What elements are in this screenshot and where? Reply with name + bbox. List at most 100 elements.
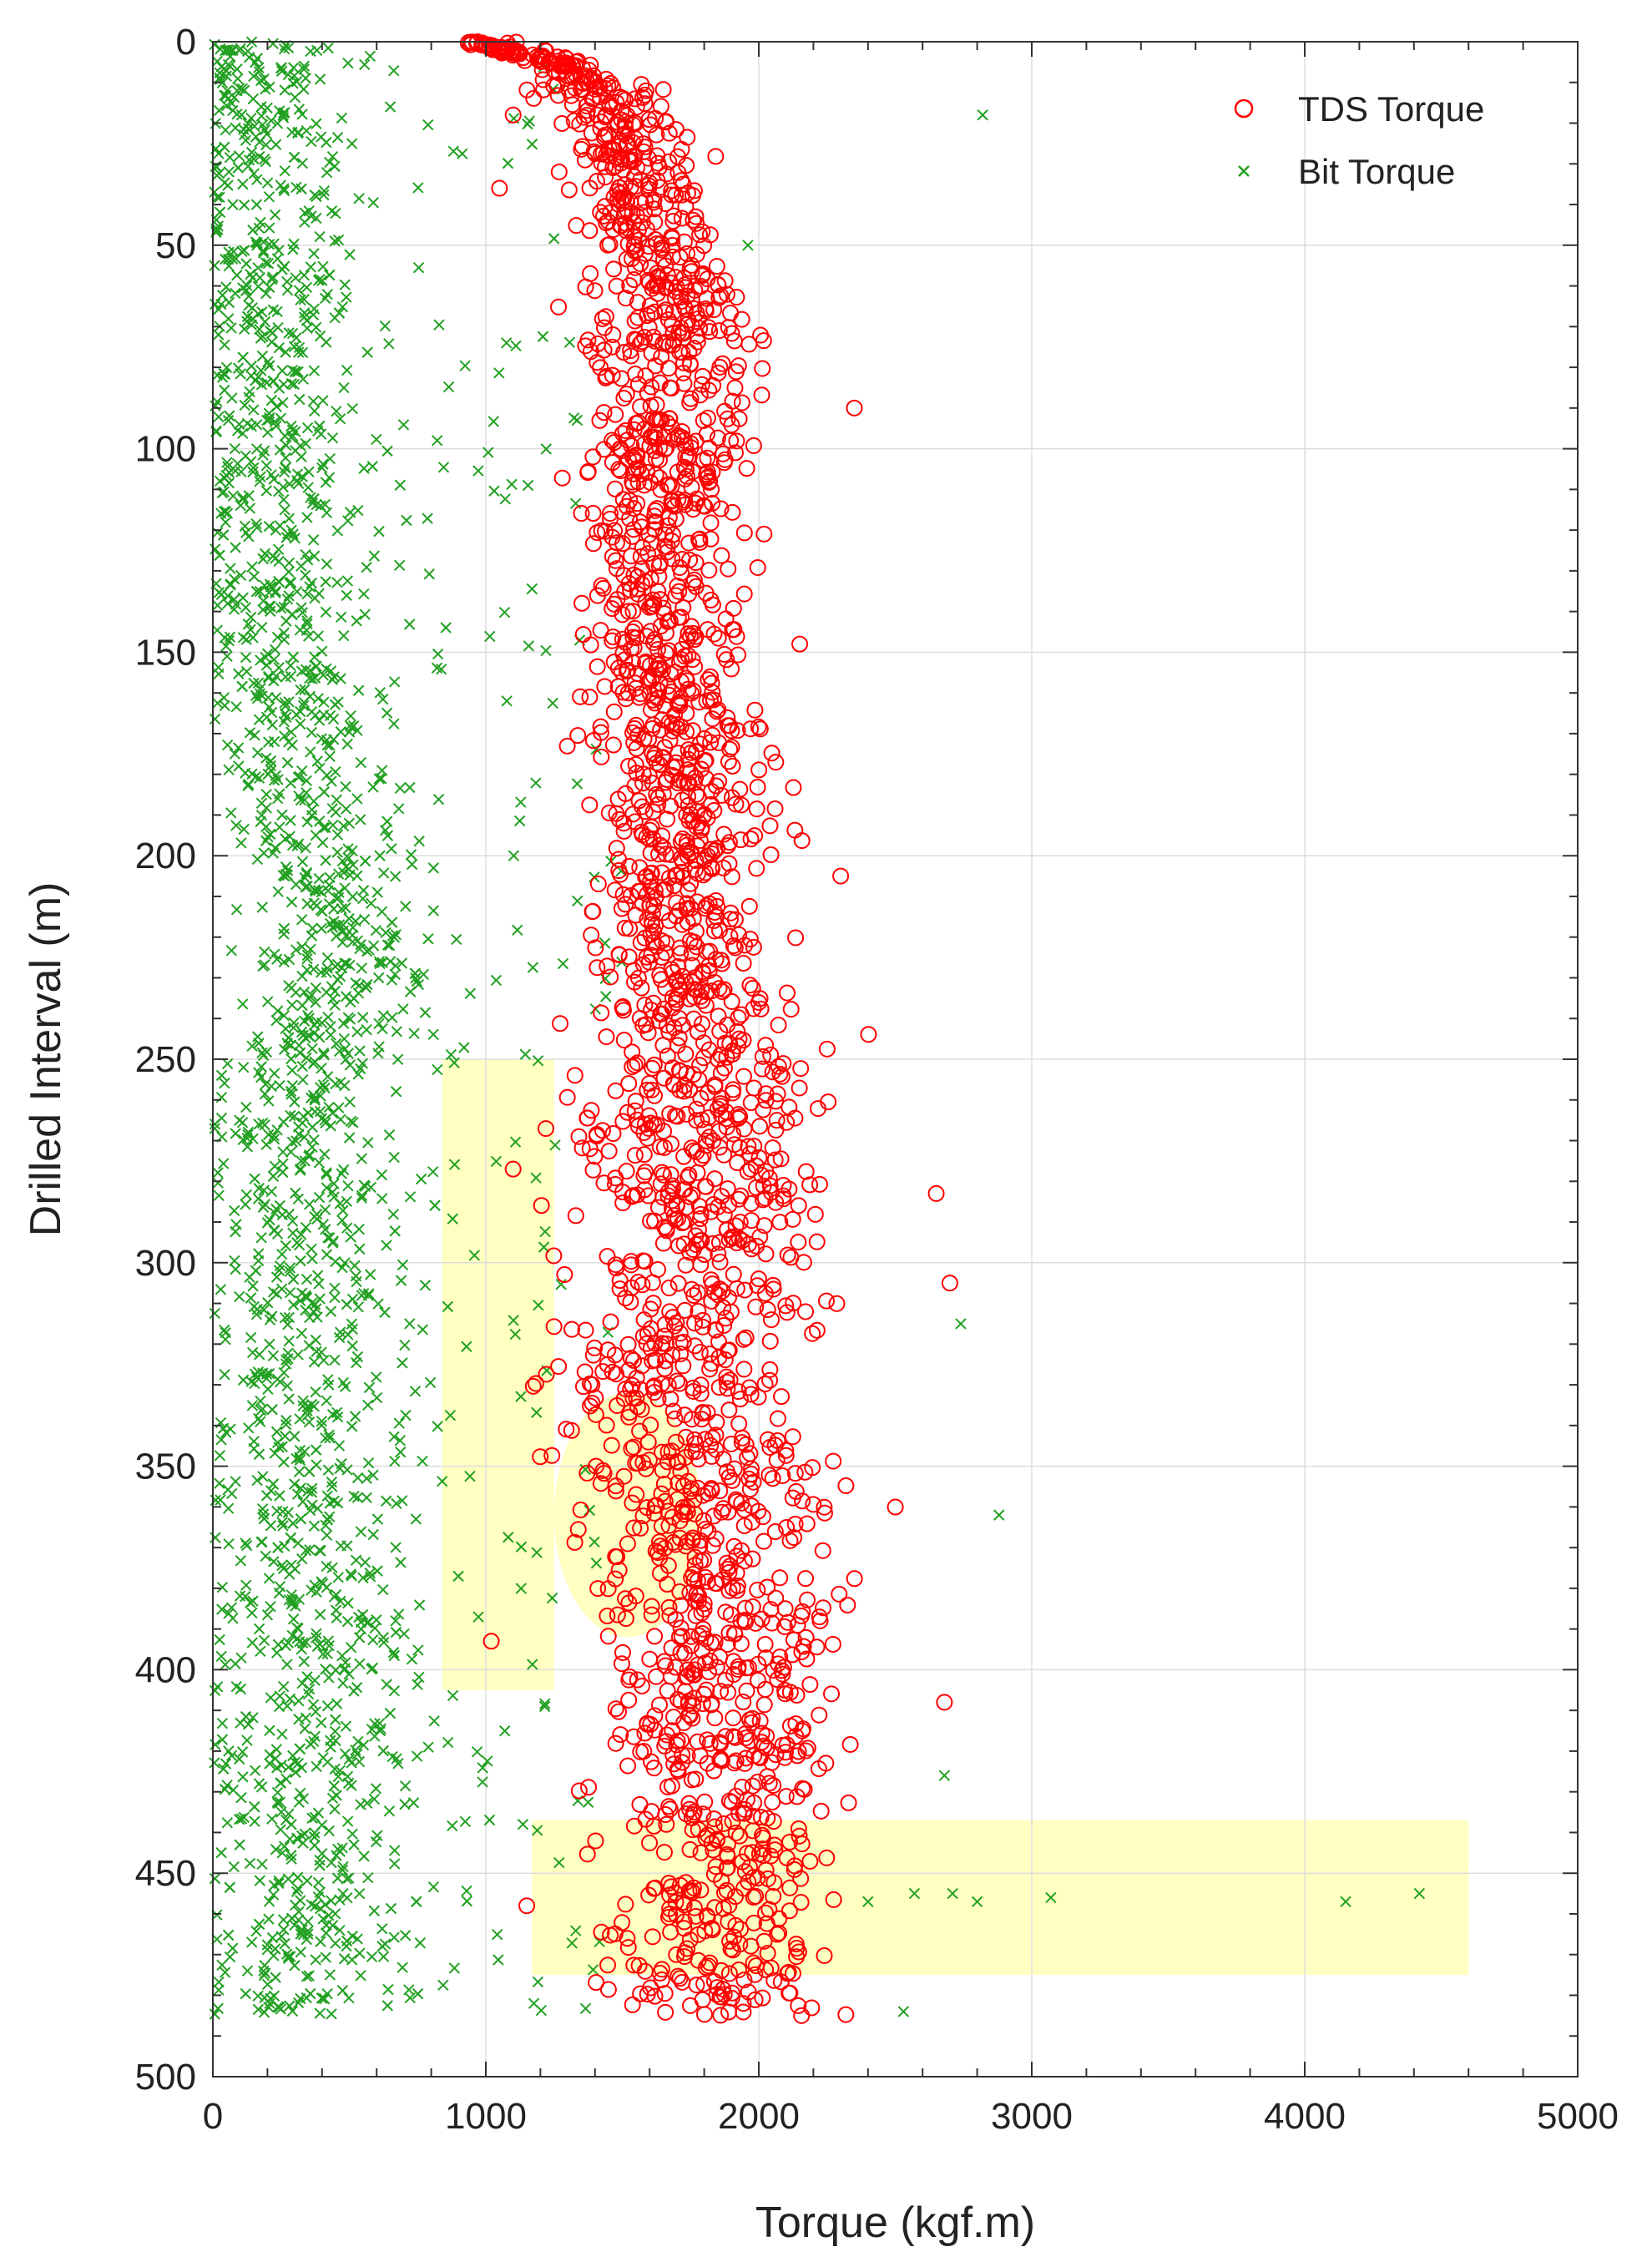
x-tick-label: 5000 (1537, 2096, 1619, 2137)
bit-torque-point (270, 420, 282, 432)
bit-torque-point (241, 1965, 254, 1977)
bit-torque-point (341, 1815, 354, 1827)
bit-torque-point (209, 298, 221, 311)
bit-torque-point (403, 619, 416, 630)
bit-torque-point (314, 330, 326, 342)
bit-torque-point (342, 1012, 355, 1023)
bit-torque-point (242, 780, 254, 792)
bit-torque-point (314, 73, 326, 85)
bit-torque-point (323, 1101, 335, 1113)
bit-torque-point (383, 338, 395, 350)
bit-torque-point (214, 67, 225, 79)
bit-torque-point (555, 1279, 567, 1290)
bit-torque-point (326, 981, 338, 992)
bit-torque-point (282, 528, 294, 540)
bit-torque-point (318, 696, 330, 708)
bit-torque-point (220, 516, 231, 528)
bit-torque-point (288, 1110, 301, 1123)
bit-torque-point (218, 89, 230, 102)
bit-torque-point (356, 1012, 369, 1023)
bit-torque-point (332, 234, 345, 246)
bit-torque-point (335, 611, 347, 623)
bit-torque-point (289, 91, 301, 104)
bit-torque-point (338, 1664, 351, 1676)
bit-torque-point (336, 1864, 349, 1876)
bit-torque-point (295, 1255, 306, 1267)
bit-torque-point (302, 1688, 315, 1700)
bit-torque-point (390, 1615, 402, 1627)
bit-torque-point (227, 1613, 239, 1624)
bit-torque-point (317, 260, 329, 273)
bit-torque-point (404, 1191, 417, 1203)
bit-torque-point (340, 1720, 352, 1732)
bit-torque-point (365, 1181, 376, 1194)
bit-torque-point (277, 1116, 290, 1128)
bit-torque-point (250, 199, 263, 210)
bit-torque-point (297, 1793, 310, 1805)
bit-torque-point (219, 177, 230, 189)
bit-torque-point (355, 1799, 366, 1810)
bit-torque-point (370, 1371, 382, 1383)
bit-torque-point (303, 1970, 315, 1982)
bit-torque-point (278, 1840, 290, 1852)
bit-torque-point (227, 199, 239, 210)
bit-torque-point (310, 997, 321, 1008)
bit-torque-point (335, 673, 346, 684)
bit-torque-point (285, 1912, 298, 1925)
bit-torque-point (253, 1038, 265, 1049)
bit-torque-point (279, 871, 290, 882)
tds-torque-point (798, 1515, 816, 1532)
bit-torque-point (397, 1962, 408, 1973)
bit-torque-point (308, 1356, 321, 1368)
bit-torque-point (468, 1250, 481, 1261)
bit-torque-point (337, 925, 349, 937)
bit-torque-point (413, 836, 425, 847)
bit-torque-point (260, 820, 272, 833)
bit-torque-point (326, 1481, 338, 1492)
bit-torque-point (471, 1746, 483, 1758)
bit-torque-point (399, 1799, 411, 1810)
bit-torque-point (296, 602, 307, 613)
tds-torque-point (560, 181, 578, 199)
bit-torque-point (280, 462, 292, 473)
bit-torque-point (319, 498, 331, 511)
bit-torque-point (340, 1381, 351, 1393)
bit-torque-point (354, 942, 366, 955)
bit-torque-point (289, 1899, 301, 1911)
bit-torque-point (255, 1061, 267, 1073)
bit-torque-point (310, 1334, 322, 1346)
legend-label-bit-torque: Bit Torque (1298, 152, 1455, 191)
bit-torque-point (277, 1520, 289, 1532)
bit-torque-point (532, 1055, 544, 1067)
bit-torque-point (388, 1649, 400, 1662)
bit-torque-point (218, 367, 230, 380)
bit-torque-point (303, 1466, 316, 1477)
bit-torque-point (354, 1658, 366, 1670)
bit-torque-point (279, 697, 291, 709)
tds-torque-point (707, 148, 725, 165)
bit-torque-point (253, 1448, 265, 1461)
bit-torque-point (292, 1882, 304, 1895)
bit-torque-point (280, 1418, 292, 1431)
bit-torque-point (409, 1386, 422, 1397)
bit-torque-point (301, 1405, 313, 1417)
bit-torque-point (324, 740, 336, 751)
bit-torque-point (349, 1411, 361, 1422)
bit-torque-point (303, 1199, 316, 1210)
bit-torque-point (289, 1919, 301, 1931)
bit-torque-point (373, 1017, 385, 1030)
bit-torque-point (300, 1544, 312, 1557)
bit-torque-point (249, 1815, 260, 1827)
bit-torque-point (331, 405, 342, 417)
bit-torque-point (448, 1159, 461, 1170)
bit-torque-point (330, 1038, 342, 1050)
bit-torque-point (209, 1307, 220, 1320)
bit-torque-point (270, 842, 281, 854)
bit-torque-point (249, 1765, 261, 1776)
tds-torque-point (712, 1683, 730, 1700)
bit-torque-point (209, 1872, 221, 1885)
tds-torque-point (815, 1599, 832, 1617)
bit-torque-point (219, 339, 230, 351)
bit-torque-point (284, 831, 296, 842)
